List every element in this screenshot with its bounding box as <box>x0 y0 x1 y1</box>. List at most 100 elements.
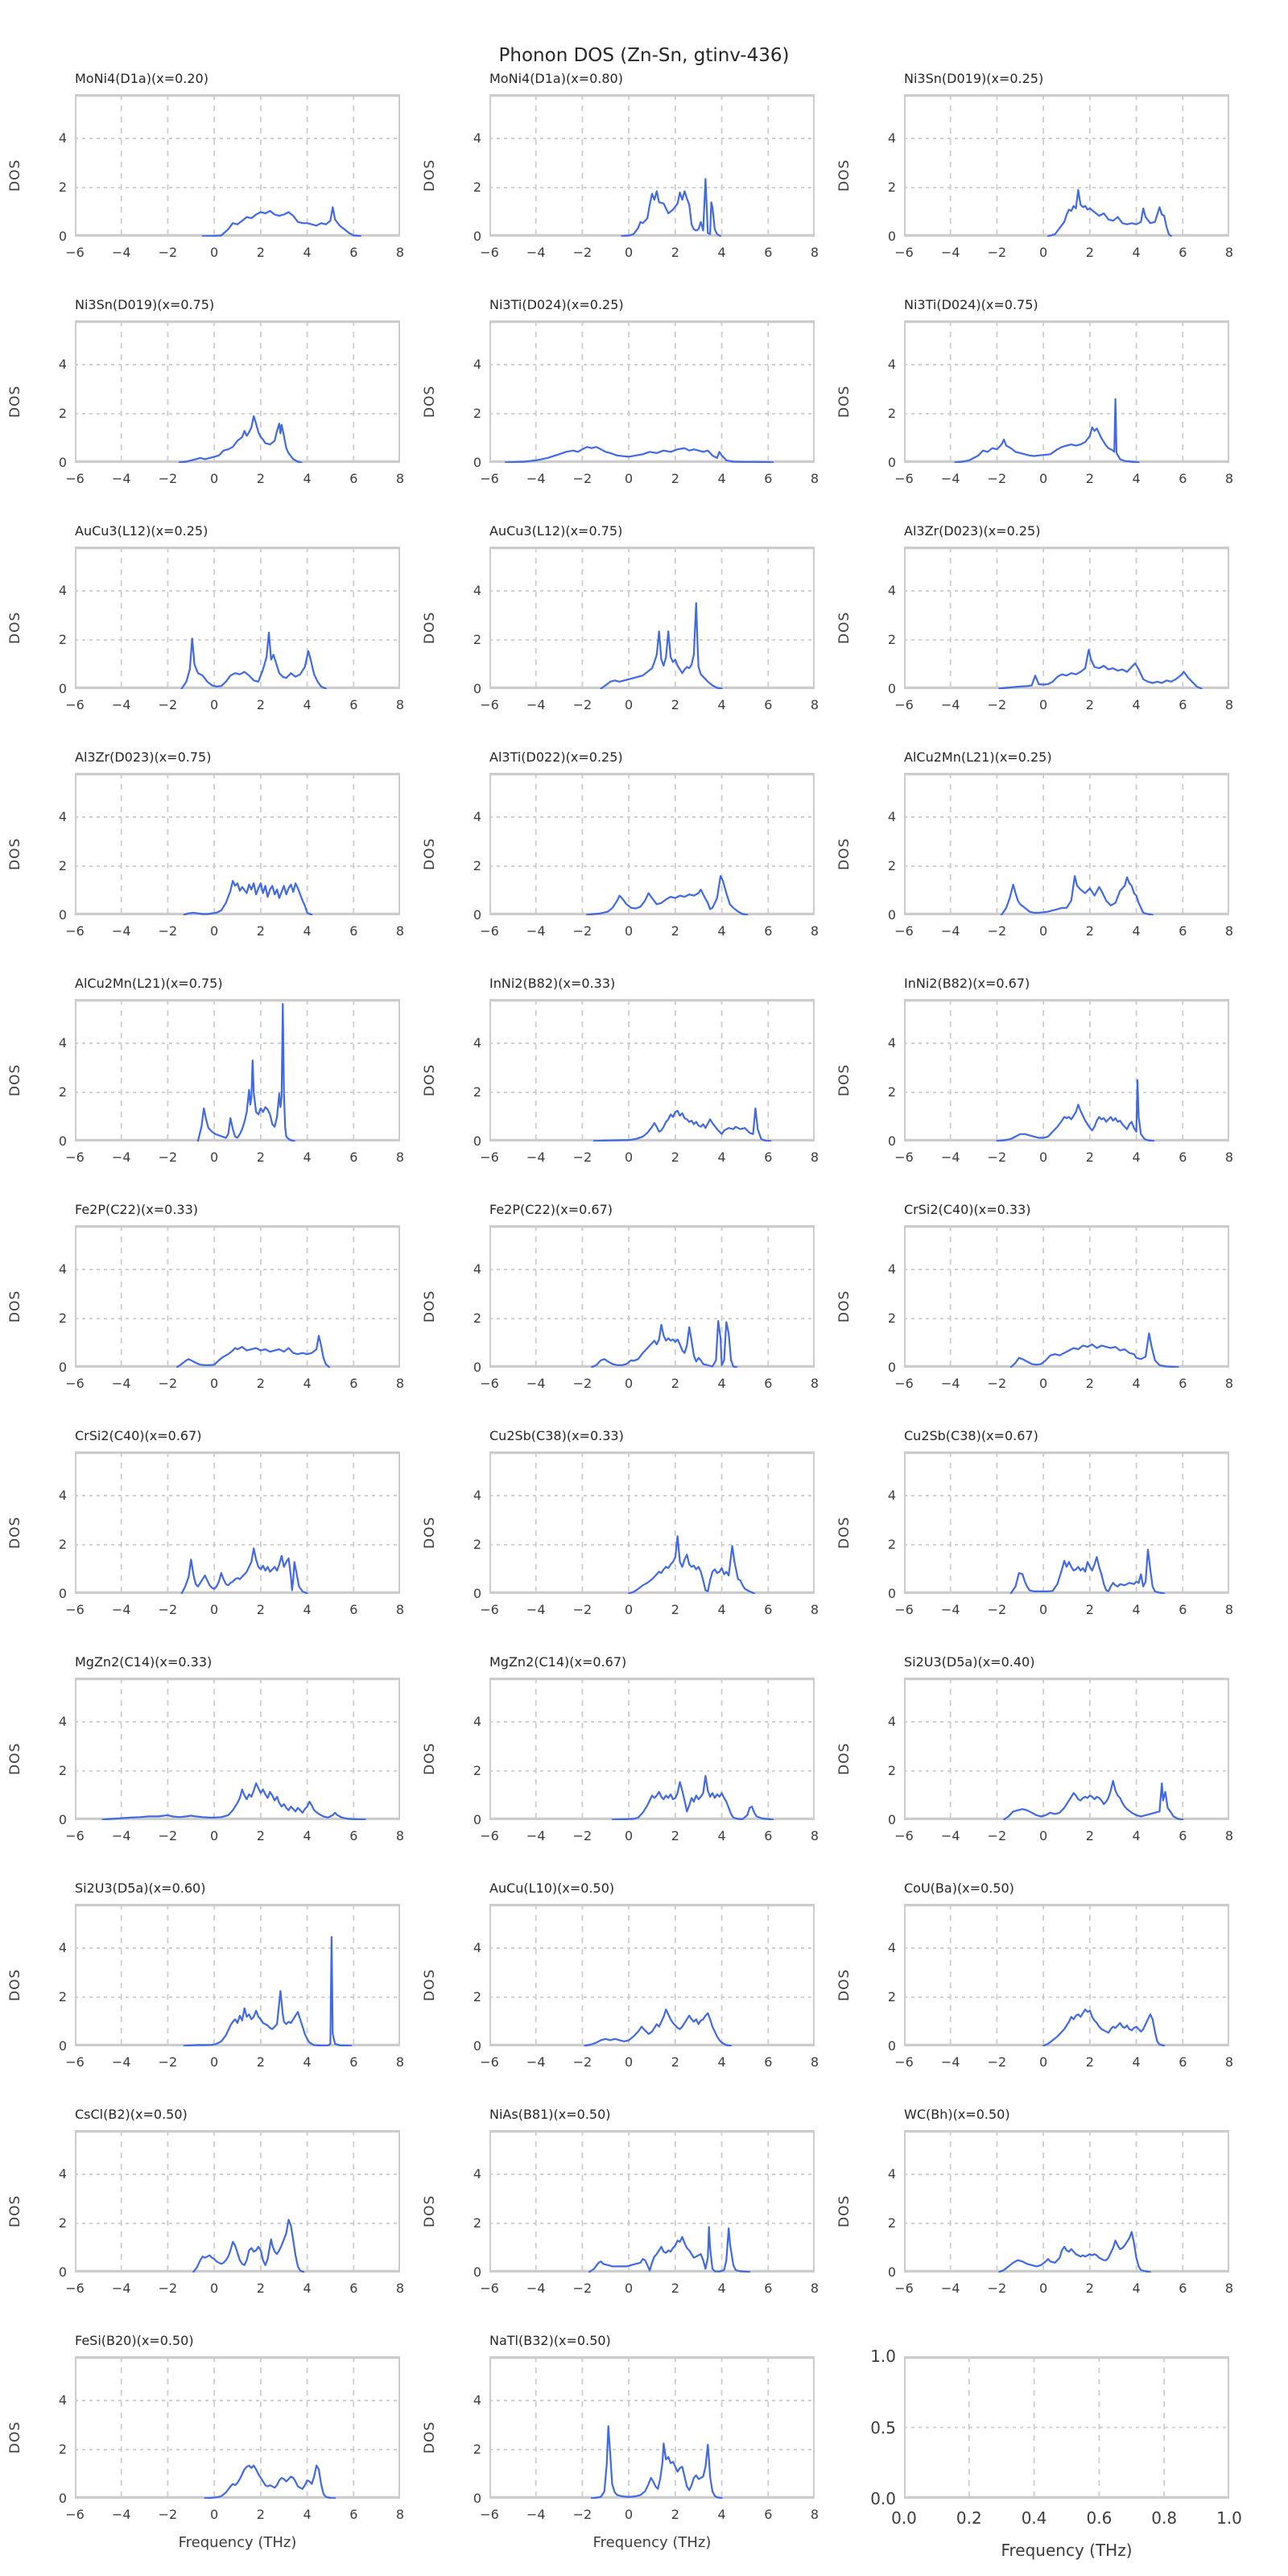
x-tick-label: 8 <box>810 923 819 939</box>
x-tick-label: −2 <box>572 2507 592 2522</box>
x-tick-label: 0.8 <box>1151 2508 1178 2528</box>
x-tick-label: −2 <box>987 2281 1007 2296</box>
x-tick-label: −4 <box>940 923 960 939</box>
y-tick-label: 4 <box>887 1487 896 1503</box>
y-tick-label: 0 <box>887 1360 896 1375</box>
dos-curve <box>584 2008 733 2046</box>
x-tick-label: 2 <box>671 697 679 712</box>
y-tick-label: 4 <box>58 582 67 598</box>
dos-curve <box>1002 1780 1184 1820</box>
x-tick-label: −6 <box>480 2281 499 2296</box>
axes-canvas <box>904 773 1229 915</box>
y-tick-label: 0 <box>887 907 896 923</box>
axes-canvas <box>489 94 815 237</box>
axes-canvas <box>904 2356 1229 2499</box>
y-tick-label: 2 <box>473 1084 481 1100</box>
y-tick-label: 4 <box>887 2165 896 2182</box>
x-tick-label: 0 <box>625 1828 634 1843</box>
y-axis-label: DOS <box>836 1290 852 1323</box>
x-tick-label: −6 <box>894 245 914 260</box>
x-tick-label: 8 <box>810 1828 819 1843</box>
y-axis-label: DOS <box>836 1742 852 1775</box>
x-tick-label: 2 <box>1085 245 1094 260</box>
axes-canvas <box>75 999 400 1141</box>
x-tick-label: 0.6 <box>1086 2508 1113 2528</box>
dos-curve <box>1001 875 1154 915</box>
subplot-axes <box>489 94 815 237</box>
x-tick-label: −4 <box>111 245 131 260</box>
subplot-title: Al3Zr(D023)(x=0.25) <box>904 523 1041 539</box>
subplot-title: Ni3Sn(D019)(x=0.75) <box>75 297 215 312</box>
y-tick-label: 0 <box>58 1133 67 1149</box>
y-tick-label: 2 <box>473 2441 481 2457</box>
x-tick-label: 8 <box>1224 2054 1234 2070</box>
dos-curve <box>1009 1332 1179 1368</box>
subplot-axes <box>904 320 1229 463</box>
x-tick-label: −2 <box>158 2054 178 2070</box>
x-tick-label: 6 <box>764 1150 773 1165</box>
y-tick-label: 0 <box>887 681 896 696</box>
y-tick-label: 4 <box>58 1939 67 1955</box>
x-tick-label: 0 <box>210 1828 219 1843</box>
x-tick-label: 6 <box>764 1828 773 1843</box>
y-axis-label: DOS <box>836 837 852 870</box>
x-tick-label: 8 <box>395 1602 405 1617</box>
x-tick-label: −6 <box>65 923 85 939</box>
x-tick-label: −2 <box>158 1828 178 1843</box>
dos-curve <box>1042 2008 1166 2046</box>
x-tick-label: −2 <box>158 2507 178 2522</box>
y-tick-label: 4 <box>887 130 896 146</box>
x-tick-label: 2 <box>256 1150 265 1165</box>
x-tick-label: −6 <box>894 471 914 486</box>
x-tick-label: 6 <box>764 2507 773 2522</box>
x-tick-label: −6 <box>65 2507 85 2522</box>
x-tick-label: 0 <box>210 245 219 260</box>
subplot-axes <box>904 94 1229 237</box>
y-tick-label: 0 <box>887 1586 896 1601</box>
subplot-axes <box>489 999 815 1141</box>
dos-curve <box>175 1335 331 1368</box>
x-tick-label: −2 <box>987 697 1007 712</box>
x-tick-label: −2 <box>572 1376 592 1391</box>
y-tick-label: 0 <box>473 2491 481 2506</box>
x-tick-label: −4 <box>111 1150 131 1165</box>
x-tick-label: 4 <box>717 1602 726 1617</box>
x-tick-label: 0 <box>210 2281 219 2296</box>
x-tick-label: 0 <box>1039 1376 1048 1391</box>
x-tick-label: −4 <box>111 2054 131 2070</box>
subplot-axes <box>489 773 815 915</box>
dos-curve <box>628 1535 756 1594</box>
subplot-axes <box>489 2130 815 2273</box>
dos-curve <box>180 631 327 689</box>
y-tick-label: 4 <box>58 1487 67 1503</box>
x-tick-label: −6 <box>894 2281 914 2296</box>
x-tick-label: −6 <box>65 245 85 260</box>
subplot-title: MoNi4(D1a)(x=0.20) <box>75 71 208 86</box>
x-tick-label: 0 <box>210 697 219 712</box>
x-tick-label: 8 <box>395 923 405 939</box>
dos-curve <box>998 2231 1151 2273</box>
x-tick-label: −2 <box>987 923 1007 939</box>
y-tick-label: 2 <box>58 1536 67 1552</box>
x-tick-label: −4 <box>940 697 960 712</box>
y-axis-label: DOS <box>422 1742 438 1775</box>
dos-curve <box>183 880 313 915</box>
subplot-axes <box>75 94 400 237</box>
y-tick-label: 0 <box>887 1812 896 1827</box>
y-tick-label: 2 <box>473 179 481 195</box>
y-axis-label: DOS <box>7 1290 23 1323</box>
subplot-axes <box>904 999 1229 1141</box>
x-tick-label: 6 <box>1179 2281 1187 2296</box>
x-tick-label: −6 <box>480 1376 499 1391</box>
dos-curve <box>204 2464 336 2499</box>
subplot-title: Cu2Sb(C38)(x=0.67) <box>904 1428 1038 1443</box>
y-tick-label: 0 <box>887 229 896 244</box>
x-tick-label: 8 <box>395 2507 405 2522</box>
x-tick-label: 4 <box>303 1376 312 1391</box>
x-tick-label: 4 <box>717 471 726 486</box>
subplot-title: MoNi4(D1a)(x=0.80) <box>489 71 623 86</box>
axes-canvas <box>489 320 815 463</box>
y-tick-label: 2 <box>887 1762 896 1778</box>
dos-curve <box>611 1774 774 1820</box>
x-tick-label: 0 <box>625 245 634 260</box>
